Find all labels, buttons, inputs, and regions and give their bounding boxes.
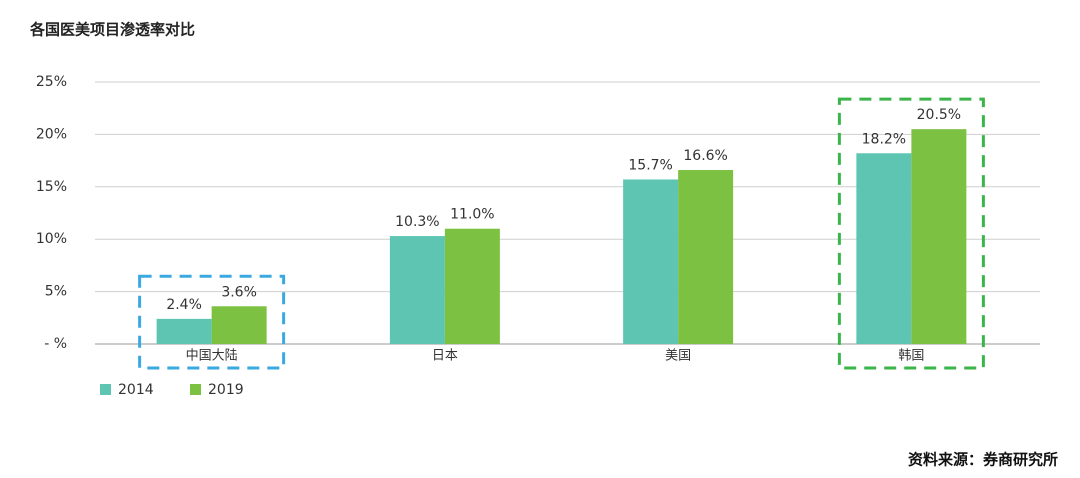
y-tick-label: - % (44, 336, 67, 352)
legend-swatch (190, 384, 201, 395)
bar (856, 153, 912, 344)
value-label: 16.6% (683, 148, 727, 164)
y-tick-label: 25% (36, 74, 67, 90)
bar (911, 129, 967, 344)
highlight-box (837, 97, 985, 370)
x-tick-label: 中国大陆 (186, 348, 238, 364)
value-label: 2.4% (166, 297, 202, 313)
bar (156, 318, 212, 344)
y-tick-label: 15% (36, 179, 67, 195)
x-tick-label: 韩国 (898, 349, 924, 364)
bar (678, 170, 734, 344)
y-tick-label: 20% (36, 126, 67, 142)
y-tick-label: 10% (36, 231, 67, 247)
highlight-box (138, 274, 286, 370)
legend-swatch (100, 384, 111, 395)
value-label: 10.3% (395, 214, 439, 230)
x-tick-label: 日本 (432, 349, 458, 364)
bar (389, 236, 445, 344)
x-tick-label: 美国 (665, 349, 691, 364)
value-label: 15.7% (628, 157, 672, 173)
legend-label: 2019 (208, 382, 244, 398)
bar (211, 306, 267, 344)
source-note: 资料来源：券商研究所 (908, 451, 1058, 469)
chart-title: 各国医美项目渗透率对比 (29, 21, 195, 39)
value-label: 11.0% (450, 207, 494, 223)
value-label: 20.5% (917, 107, 961, 123)
bar (623, 179, 679, 344)
y-tick-label: 5% (45, 284, 67, 300)
bar (444, 228, 500, 344)
value-label: 18.2% (862, 131, 906, 147)
legend-label: 2014 (118, 382, 154, 398)
value-label: 3.6% (221, 284, 257, 300)
